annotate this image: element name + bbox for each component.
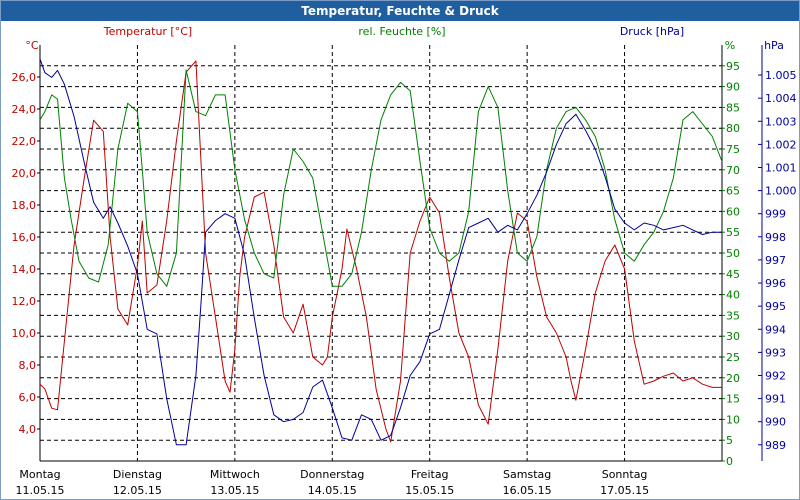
day-date-label: 16.05.15 [503,484,552,497]
series-line-pressure [39,58,722,446]
humidity-tick-label: 95 [726,60,740,73]
series-lines [39,58,723,446]
pressure-tick-label: 1.003 [765,115,797,128]
temperature-tick-label: 12,0 [12,295,37,308]
day-date-label: 11.05.15 [16,484,65,497]
humidity-tick-label: 10 [726,413,740,426]
window-title: Temperatur, Feuchte & Druck [1,1,799,21]
pressure-tick-label: 991 [765,393,786,406]
chart-svg: 4,0 6,0 8,0 10,0 12,0 14,0 16,0 18,0 20,0 22,0 24,… [12,25,797,497]
humidity-tick-label: 30 [726,330,740,343]
humidity-tick-label: 25 [726,351,740,364]
day-date-label: 17.05.15 [600,484,649,497]
temperature-tick-label: 16,0 [12,231,37,244]
day-name-label: Sonntag [602,468,648,481]
day-date-label: 13.05.15 [210,484,259,497]
day-name-label: Mittwoch [210,468,260,481]
pressure-tick-label: 1.004 [765,92,797,105]
temperature-tick-label: 24,0 [12,103,37,116]
temperature-tick-label: 20,0 [12,167,37,180]
day-name-label: Samstag [503,468,551,481]
temperature-axis-title: Temperatur [°C] [103,25,192,38]
pressure-tick-label: 998 [765,231,786,244]
temperature-tick-labels: 4,0 6,0 8,0 10,0 12,0 14,0 16,0 18,0 20,0 22,0 24,… [12,71,40,436]
pressure-tick-label: 1.000 [765,185,797,198]
pressure-tick-label: 999 [765,208,786,221]
series-line-humidity [39,69,723,287]
humidity-tick-label: 45 [726,268,740,281]
humidity-tick-label: 40 [726,289,740,302]
day-date-label: 15.05.15 [405,484,454,497]
humidity-tick-label: 55 [726,226,740,239]
temperature-tick-label: 10,0 [12,327,37,340]
temperature-unit-label: °C [25,39,39,52]
humidity-tick-label: 75 [726,143,740,156]
axis-headers: °C Temperatur [°C] rel. Feuchte [%] % Dr… [25,25,784,52]
humidity-unit-label: % [725,39,735,52]
pressure-tick-label: 992 [765,369,786,382]
temperature-tick-label: 6,0 [19,391,37,404]
humidity-tick-label: 65 [726,185,740,198]
pressure-tick-label: 994 [765,323,786,336]
temperature-tick-label: 26,0 [12,71,37,84]
pressure-tick-label: 993 [765,346,786,359]
humidity-tick-labels: 0 5 10 15 20 25 30 35 40 45 50 55 60 65 70 75 80 85 90 95 [722,60,740,468]
humidity-tick-label: 85 [726,101,740,114]
pressure-tick-label: 1.005 [765,69,797,82]
humidity-tick-label: 20 [726,372,740,385]
humidity-tick-label: 70 [726,164,740,177]
temperature-tick-label: 18,0 [12,199,37,212]
pressure-tick-labels: 989 990 991 992 993 994 995 996 997 998 999 1.000 1.… [758,69,797,452]
day-name-label: Montag [19,468,60,481]
pressure-axis-title: Druck [hPa] [620,25,684,38]
humidity-tick-label: 50 [726,247,740,260]
temperature-tick-label: 8,0 [19,359,37,372]
pressure-tick-label: 990 [765,416,786,429]
day-date-label: 14.05.15 [308,484,357,497]
grid-lines [40,45,722,461]
temperature-tick-label: 14,0 [12,263,37,276]
humidity-tick-label: 15 [726,393,740,406]
humidity-tick-label: 60 [726,205,740,218]
day-name-label: Donnerstag [300,468,364,481]
pressure-tick-label: 997 [765,254,786,267]
humidity-axis-title: rel. Feuchte [%] [358,25,445,38]
day-name-label: Freitag [411,468,449,481]
pressure-tick-label: 1.002 [765,138,797,151]
pressure-unit-label: hPa [764,39,784,52]
humidity-tick-label: 80 [726,122,740,135]
day-tick-labels: Montag 11.05.15 Dienstag 12.05.15 Mittwoch 13… [16,468,650,497]
humidity-tick-label: 5 [726,434,733,447]
humidity-tick-label: 90 [726,81,740,94]
pressure-tick-label: 996 [765,277,786,290]
pressure-tick-label: 1.001 [765,161,797,174]
humidity-tick-label: 35 [726,309,740,322]
pressure-tick-label: 995 [765,300,786,313]
temperature-tick-label: 4,0 [19,423,37,436]
day-date-label: 12.05.15 [113,484,162,497]
pressure-tick-label: 989 [765,439,786,452]
temperature-tick-label: 22,0 [12,135,37,148]
day-name-label: Dienstag [113,468,162,481]
series-line-temperature [39,60,722,443]
humidity-tick-label: 0 [726,455,733,468]
